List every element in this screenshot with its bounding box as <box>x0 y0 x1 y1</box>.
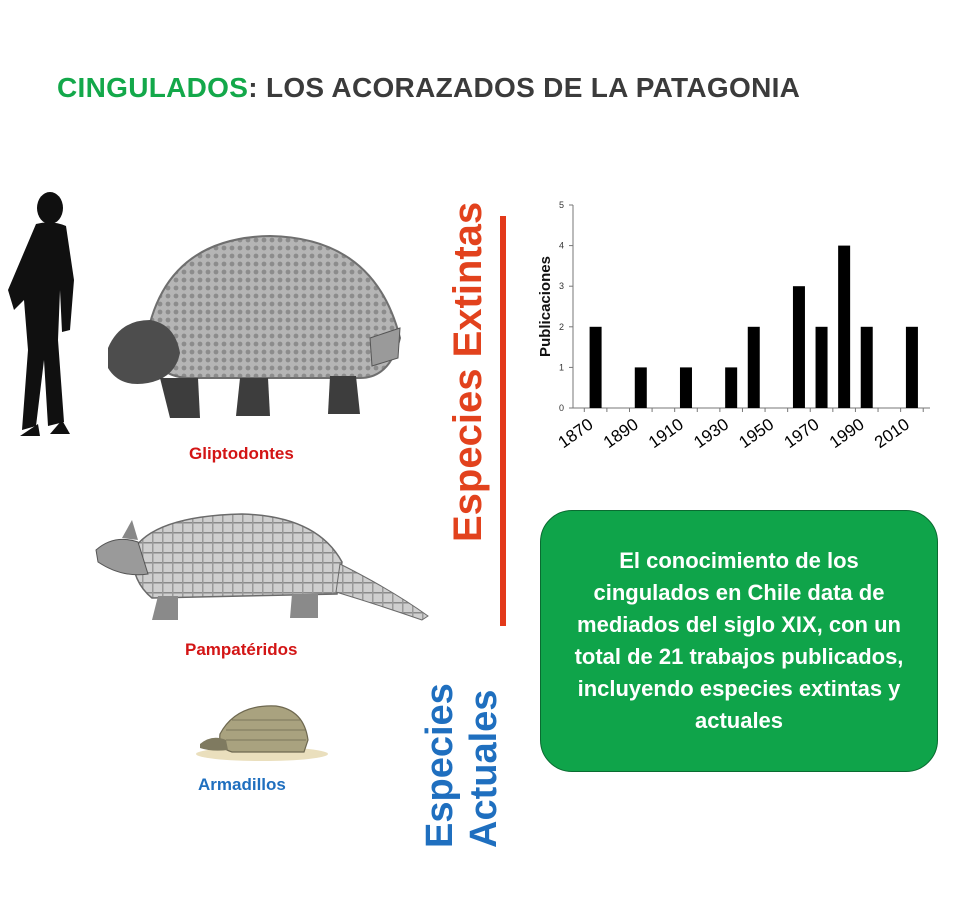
y-tick-label: 4 <box>559 241 564 251</box>
y-axis-label: Publicaciones <box>537 256 554 357</box>
bar <box>838 245 851 408</box>
publications-chart: 0 1 2 3 4 5 1870 1890 1910 1930 1950 1970 1990 2010 Pu… <box>537 200 930 452</box>
especies-actuales-line2: Actuales <box>463 689 505 848</box>
especies-actuales-line1: Especies <box>419 683 461 848</box>
human-silhouette <box>8 192 74 436</box>
x-tick-label: 1870 <box>555 415 597 452</box>
especies-extintas-label: Especies Extintas <box>446 201 490 542</box>
bar <box>815 326 828 408</box>
bar <box>634 367 647 408</box>
especies-actuales-label: Especies Actuales <box>418 683 506 848</box>
y-tick-label: 3 <box>559 281 564 291</box>
extinct-divider-line <box>500 216 506 626</box>
bar <box>905 326 918 408</box>
x-tick-label: 1990 <box>826 415 868 452</box>
pampathere-illustration <box>95 513 429 621</box>
x-tick-label: 1950 <box>735 415 777 452</box>
x-tick-label: 2010 <box>871 415 913 452</box>
glyptodon-illustration <box>108 234 402 418</box>
gliptodontes-label: Gliptodontes <box>189 444 294 463</box>
y-tick-label: 1 <box>559 362 564 372</box>
armadillo-illustration <box>196 705 328 761</box>
pampateridos-label: Pampatéridos <box>185 640 298 659</box>
bar <box>725 367 738 408</box>
page-title: CINGULADOS: LOS ACORAZADOS DE LA PATAGON… <box>57 72 800 104</box>
x-tick-label: 1930 <box>690 415 732 452</box>
bar <box>679 367 692 408</box>
bar <box>792 286 805 408</box>
x-tick-label: 1970 <box>781 415 823 452</box>
title-rest: : LOS ACORAZADOS DE LA PATAGONIA <box>248 72 801 103</box>
x-tick-label: 1910 <box>645 415 687 452</box>
y-tick-label: 2 <box>559 322 564 332</box>
info-callout: El conocimiento de los cingulados en Chi… <box>540 510 938 772</box>
callout-text: El conocimiento de los cingulados en Chi… <box>574 548 904 733</box>
y-tick-label: 5 <box>559 200 564 210</box>
y-tick-label: 0 <box>559 403 564 413</box>
bar <box>860 326 873 408</box>
armadillos-label: Armadillos <box>198 775 286 794</box>
x-tick-label: 1890 <box>600 415 642 452</box>
title-highlight: CINGULADOS <box>57 72 249 103</box>
bar <box>589 326 602 408</box>
bar <box>747 326 760 408</box>
